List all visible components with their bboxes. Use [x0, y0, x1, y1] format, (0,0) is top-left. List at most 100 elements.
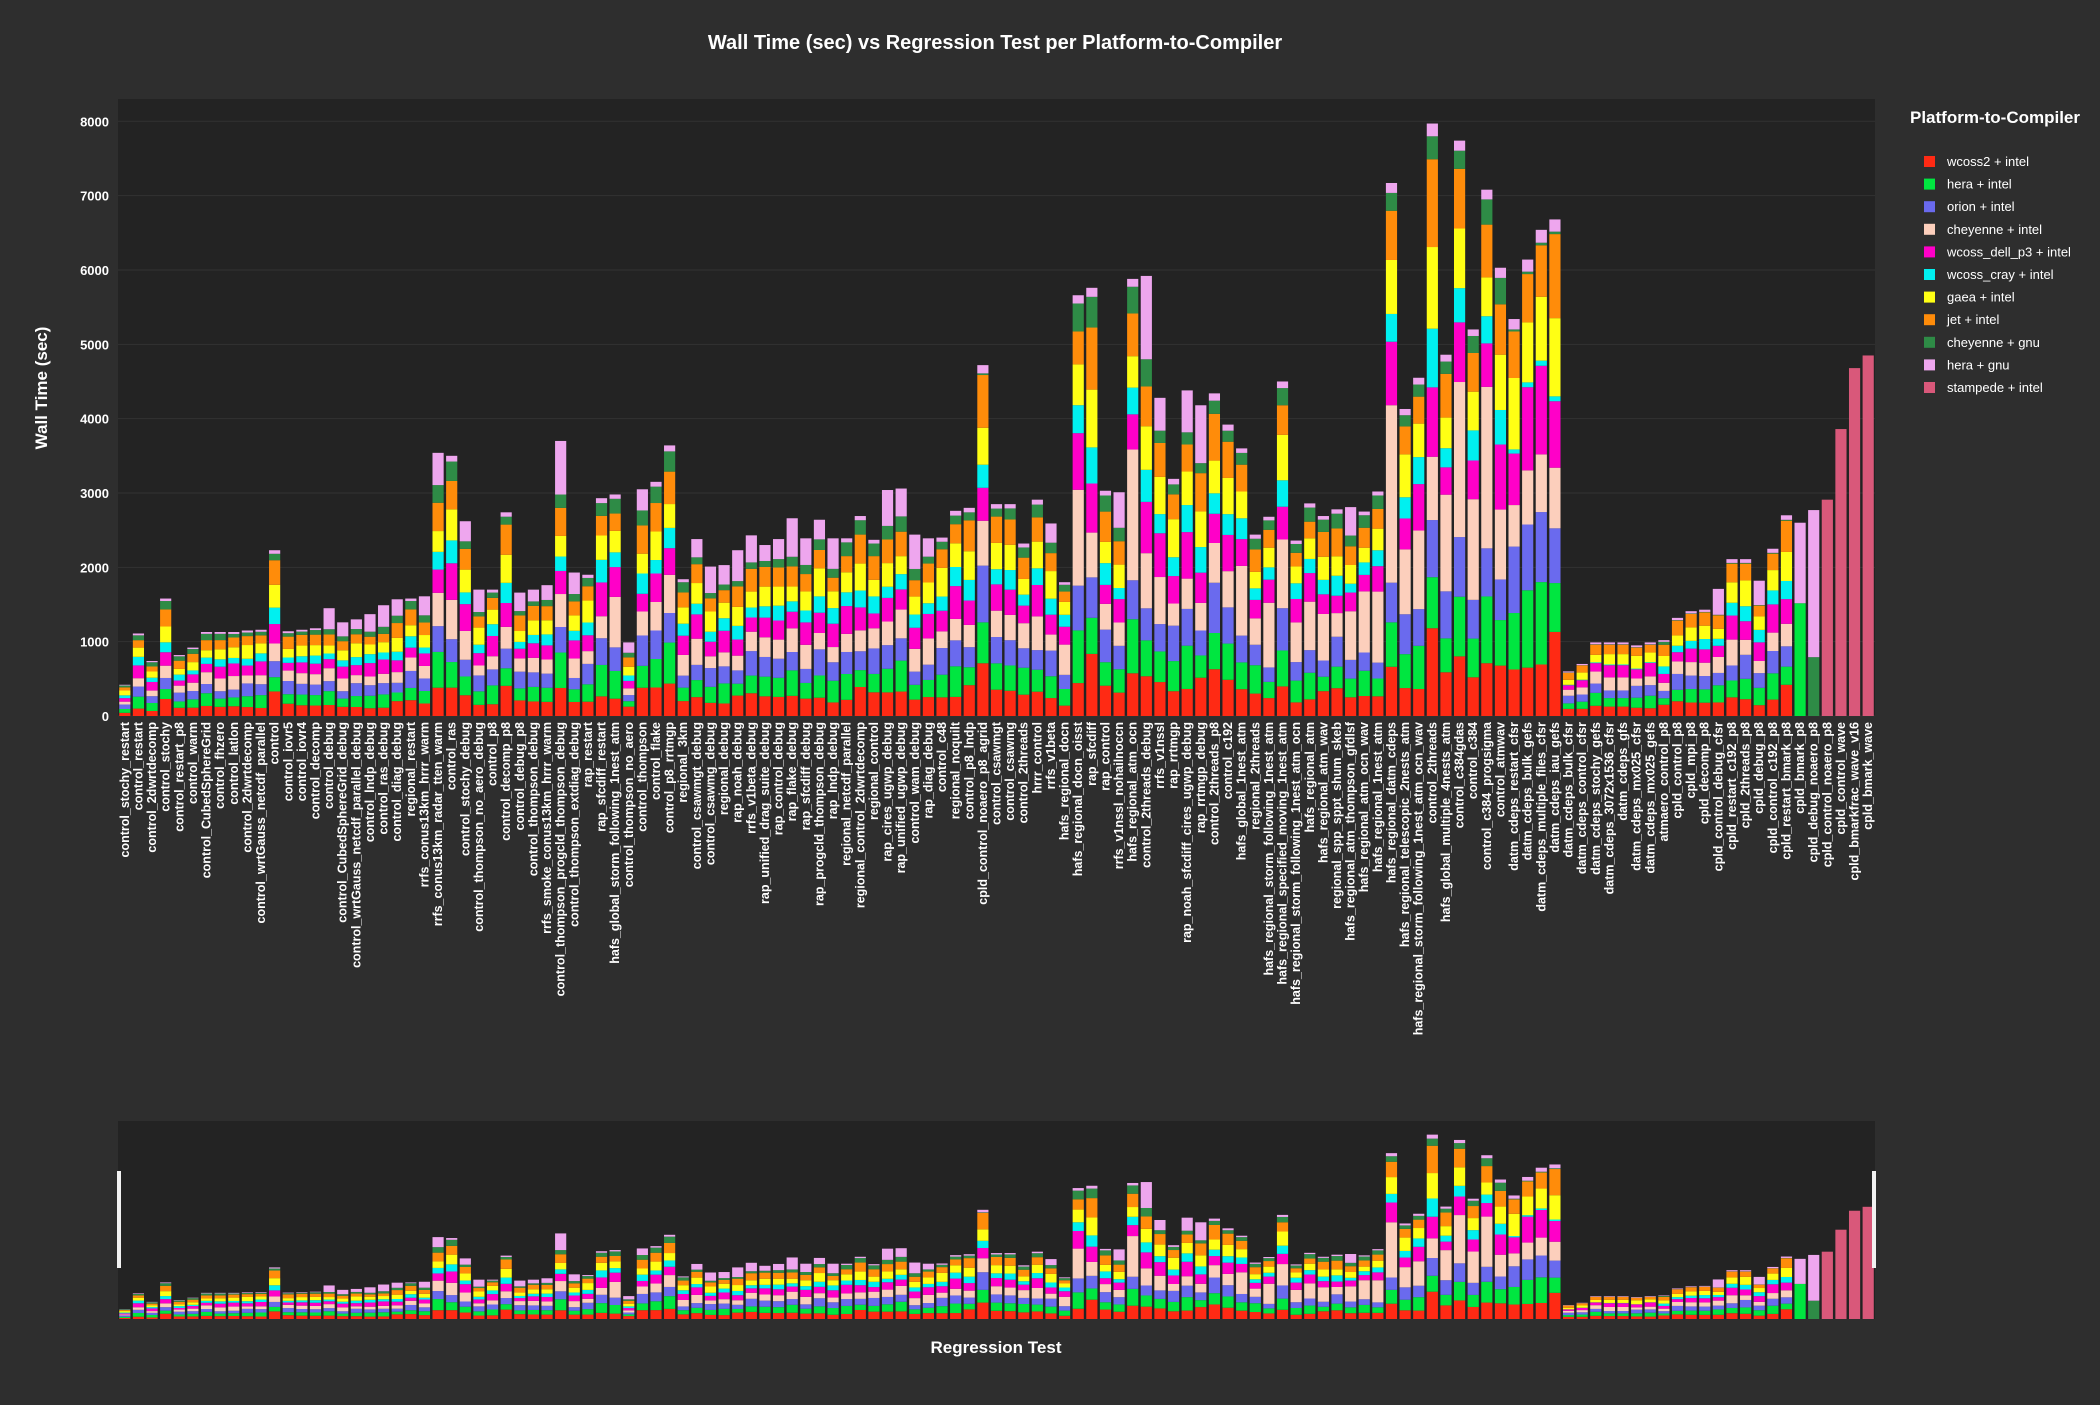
bar-segment[interactable] — [1005, 615, 1016, 640]
bar-segment[interactable] — [1536, 582, 1547, 664]
bar-segment[interactable] — [487, 610, 498, 625]
bar-segment[interactable] — [1086, 447, 1097, 483]
bar-segment[interactable] — [310, 645, 321, 655]
bar-segment[interactable] — [119, 698, 130, 702]
bar-segment[interactable] — [582, 586, 593, 600]
bar-segment[interactable] — [637, 554, 648, 574]
bar-segment[interactable] — [501, 512, 512, 516]
bar-segment[interactable] — [664, 504, 675, 528]
bar-segment[interactable] — [1495, 666, 1506, 716]
bar-segment[interactable] — [623, 681, 634, 688]
bar-stack[interactable] — [364, 614, 375, 716]
bar-segment[interactable] — [1754, 616, 1765, 629]
bar-segment[interactable] — [1631, 669, 1642, 670]
bar-segment[interactable] — [1386, 583, 1397, 623]
bar-segment[interactable] — [1331, 637, 1342, 667]
bar-segment[interactable] — [296, 630, 307, 632]
bar-segment[interactable] — [296, 662, 307, 673]
bar-segment[interactable] — [610, 531, 621, 552]
bar-segment[interactable] — [759, 606, 770, 617]
bar-stack[interactable] — [419, 596, 430, 716]
bar-segment[interactable] — [1468, 600, 1479, 639]
bar-segment[interactable] — [732, 670, 743, 683]
bar-segment[interactable] — [882, 587, 893, 598]
bar-segment[interactable] — [1781, 667, 1792, 685]
bar-segment[interactable] — [405, 671, 416, 688]
bar-segment[interactable] — [1440, 591, 1451, 638]
bar-segment[interactable] — [1331, 667, 1342, 689]
bar-segment[interactable] — [868, 613, 879, 628]
bar-segment[interactable] — [1563, 671, 1574, 672]
bar-segment[interactable] — [950, 586, 961, 619]
bar-segment[interactable] — [1154, 651, 1165, 682]
bar-segment[interactable] — [215, 691, 226, 698]
bar-segment[interactable] — [1318, 557, 1329, 580]
bar-segment[interactable] — [1100, 630, 1111, 663]
bar-segment[interactable] — [1318, 594, 1329, 614]
bar-segment[interactable] — [460, 676, 471, 695]
bar-segment[interactable] — [841, 542, 852, 556]
bar-segment[interactable] — [991, 509, 1002, 517]
bar-segment[interactable] — [405, 648, 416, 658]
bar-segment[interactable] — [201, 632, 212, 634]
bar-segment[interactable] — [1113, 565, 1124, 588]
bar-segment[interactable] — [1590, 693, 1601, 706]
bar-segment[interactable] — [1059, 675, 1070, 689]
bar-segment[interactable] — [909, 569, 920, 580]
bar-segment[interactable] — [650, 560, 661, 573]
bar-segment[interactable] — [1427, 577, 1438, 628]
bar-segment[interactable] — [1005, 640, 1016, 665]
bar-segment[interactable] — [1018, 695, 1029, 716]
bar-stack[interactable] — [1331, 509, 1342, 716]
bar-segment[interactable] — [855, 651, 866, 670]
bar-segment[interactable] — [610, 499, 621, 514]
bar-segment[interactable] — [187, 654, 198, 662]
bar-segment[interactable] — [528, 658, 539, 673]
bar-segment[interactable] — [1767, 590, 1778, 604]
bar-segment[interactable] — [991, 663, 1002, 689]
bar-segment[interactable] — [1767, 554, 1778, 570]
bar-segment[interactable] — [1045, 543, 1056, 553]
bar-segment[interactable] — [787, 518, 798, 557]
bar-segment[interactable] — [1141, 470, 1152, 502]
bar-segment[interactable] — [133, 648, 144, 657]
bar-segment[interactable] — [1508, 329, 1519, 331]
bar-stack[interactable] — [187, 648, 198, 716]
bar-segment[interactable] — [1086, 483, 1097, 532]
bar-segment[interactable] — [541, 702, 552, 716]
bar-segment[interactable] — [119, 687, 130, 690]
bar-segment[interactable] — [1481, 663, 1492, 716]
bar-segment[interactable] — [936, 631, 947, 648]
bar-segment[interactable] — [1263, 567, 1274, 579]
bar-segment[interactable] — [1168, 576, 1179, 603]
bar-stack[interactable] — [405, 599, 416, 716]
bar-stack[interactable] — [1386, 183, 1397, 716]
bar-segment[interactable] — [446, 509, 457, 540]
bar-segment[interactable] — [1508, 669, 1519, 716]
bar-segment[interactable] — [1658, 705, 1669, 716]
bar-segment[interactable] — [991, 611, 1002, 637]
bar-stack[interactable] — [1508, 319, 1519, 716]
bar-stack[interactable] — [650, 482, 661, 716]
bar-segment[interactable] — [1195, 463, 1206, 473]
bar-segment[interactable] — [1781, 685, 1792, 716]
bar-segment[interactable] — [705, 668, 716, 687]
bar-segment[interactable] — [964, 667, 975, 685]
bar-segment[interactable] — [1182, 532, 1193, 579]
bar-segment[interactable] — [1522, 668, 1533, 716]
bar-segment[interactable] — [746, 592, 757, 608]
bar-stack[interactable] — [1454, 141, 1465, 716]
bar-segment[interactable] — [1740, 699, 1751, 716]
bar-segment[interactable] — [1645, 642, 1656, 644]
bar-segment[interactable] — [1699, 689, 1710, 702]
bar-segment[interactable] — [1032, 650, 1043, 670]
bar-segment[interactable] — [1549, 528, 1560, 583]
bar-stack[interactable] — [351, 619, 362, 716]
bar-segment[interactable] — [896, 556, 907, 574]
bar-segment[interactable] — [1331, 509, 1342, 513]
bar-segment[interactable] — [473, 705, 484, 716]
bar-stack[interactable] — [1372, 492, 1383, 716]
bar-segment[interactable] — [991, 517, 1002, 543]
bar-segment[interactable] — [364, 614, 375, 632]
bar-stack[interactable] — [787, 518, 798, 716]
